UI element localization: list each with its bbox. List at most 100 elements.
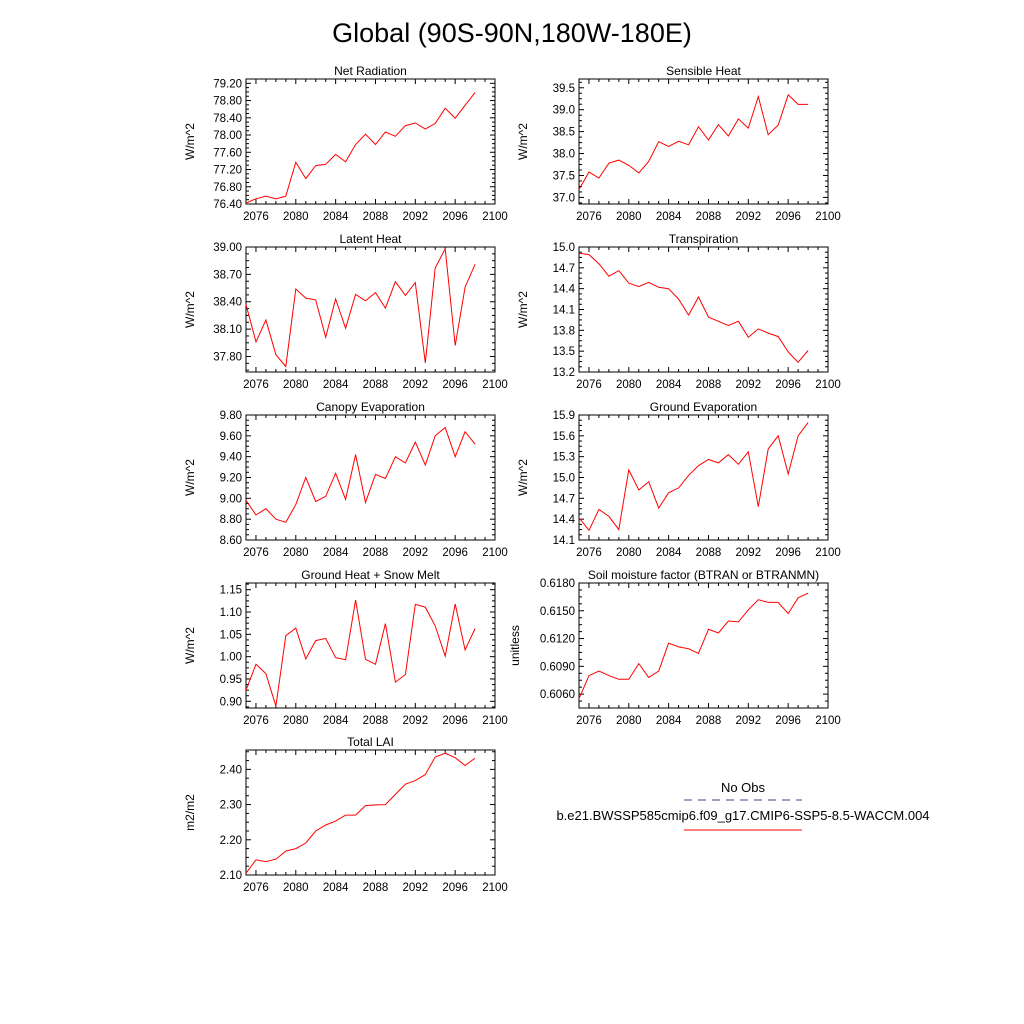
- y-tick-label: 2.10: [220, 870, 242, 882]
- chart-panel: Ground Heat + Snow Melt 2076 2080 2084 2088 2…: [183, 568, 508, 727]
- x-tick-label: 2076: [576, 547, 602, 559]
- x-tick-label: 2096: [442, 547, 468, 559]
- x-tick-label: 2096: [775, 211, 801, 223]
- y-tick-label: 0.6090: [540, 661, 575, 673]
- series-line: [245, 247, 476, 368]
- series-line: [245, 92, 476, 204]
- plot-frame: [245, 78, 496, 205]
- legend-obs-label: No Obs: [721, 780, 766, 795]
- series-line: [578, 422, 809, 532]
- y-axis-label: W/m^2: [183, 123, 197, 160]
- panel-title: Ground Heat + Snow Melt: [301, 568, 440, 582]
- x-tick-label: 2084: [323, 211, 349, 223]
- x-tick-label: 2084: [656, 715, 682, 727]
- y-tick-label: 77.20: [213, 165, 242, 177]
- x-tick-label: 2088: [363, 715, 389, 727]
- x-tick-label: 2076: [243, 715, 269, 727]
- y-tick-label: 15.3: [553, 452, 575, 464]
- x-tick-label: 2100: [482, 211, 508, 223]
- y-tick-label: 77.60: [213, 147, 242, 159]
- series-line: [245, 599, 476, 707]
- y-tick-label: 15.6: [553, 431, 575, 443]
- x-tick-label: 2092: [403, 211, 429, 223]
- x-tick-label: 2088: [696, 547, 722, 559]
- chart-panel: Net Radiation 2076 2080 2084 2088 2092 2096 210…: [183, 64, 508, 223]
- chart-panel: Transpiration 2076 2080 2084 2088 2092 2096 210…: [516, 232, 841, 391]
- plot-frame: [245, 246, 496, 373]
- y-tick-label: 37.0: [553, 192, 575, 204]
- y-tick-label: 0.6180: [540, 578, 575, 590]
- y-tick-label: 76.40: [213, 199, 242, 211]
- series-line: [578, 93, 809, 190]
- y-tick-label: 78.80: [213, 96, 242, 108]
- x-tick-label: 2084: [323, 547, 349, 559]
- y-tick-label: 0.6150: [540, 606, 575, 618]
- series-line: [245, 752, 476, 874]
- y-tick-label: 78.40: [213, 113, 242, 125]
- chart-panel: Total LAI 2076 2080 2084 2088 2092 2096 2100 2.1…: [183, 735, 508, 894]
- x-tick-label: 2100: [815, 547, 841, 559]
- y-tick-label: 9.40: [220, 452, 242, 464]
- x-tick-label: 2092: [736, 379, 762, 391]
- y-tick-label: 1.00: [220, 652, 242, 664]
- x-tick-label: 2096: [775, 715, 801, 727]
- x-tick-label: 2080: [283, 882, 309, 894]
- x-tick-label: 2092: [403, 882, 429, 894]
- x-tick-label: 2100: [482, 379, 508, 391]
- y-tick-label: 14.7: [553, 493, 575, 505]
- y-tick-label: 0.6120: [540, 634, 575, 646]
- panel-title: Total LAI: [347, 735, 394, 749]
- y-tick-label: 9.80: [220, 410, 242, 422]
- x-tick-label: 2080: [283, 547, 309, 559]
- legend-model-label: b.e21.BWSSP585cmip6.f09_g17.CMIP6-SSP5-8…: [556, 808, 929, 823]
- y-tick-label: 8.60: [220, 535, 242, 547]
- x-tick-label: 2076: [243, 882, 269, 894]
- y-tick-label: 13.5: [553, 346, 575, 358]
- panel-title: Transpiration: [669, 232, 739, 246]
- x-tick-label: 2100: [815, 379, 841, 391]
- y-axis-label: W/m^2: [516, 459, 530, 496]
- x-tick-label: 2080: [283, 379, 309, 391]
- x-tick-label: 2092: [403, 715, 429, 727]
- x-tick-label: 2080: [616, 547, 642, 559]
- series-line: [245, 426, 476, 523]
- chart-panel: Sensible Heat 2076 2080 2084 2088 2092 2096 210…: [516, 64, 841, 223]
- y-tick-label: 14.4: [553, 284, 576, 296]
- chart-panel: Soil moisture factor (BTRAN or BTRANMN) 2…: [508, 568, 841, 727]
- x-tick-label: 2092: [403, 379, 429, 391]
- series-line: [578, 252, 809, 364]
- x-tick-label: 2088: [363, 211, 389, 223]
- x-tick-label: 2080: [616, 379, 642, 391]
- y-tick-label: 9.20: [220, 473, 242, 485]
- x-tick-label: 2076: [243, 379, 269, 391]
- x-tick-label: 2088: [363, 547, 389, 559]
- y-tick-label: 14.4: [553, 514, 576, 526]
- x-tick-label: 2100: [815, 211, 841, 223]
- x-tick-label: 2092: [736, 715, 762, 727]
- x-tick-label: 2092: [736, 211, 762, 223]
- x-tick-label: 2088: [363, 379, 389, 391]
- x-tick-label: 2100: [482, 715, 508, 727]
- panel-title: Canopy Evaporation: [316, 400, 425, 414]
- plot-frame: [245, 582, 496, 709]
- x-tick-label: 2092: [736, 547, 762, 559]
- plot-frame: [245, 749, 496, 876]
- x-tick-label: 2084: [323, 715, 349, 727]
- x-tick-label: 2076: [576, 211, 602, 223]
- y-tick-label: 9.60: [220, 431, 242, 443]
- x-tick-label: 2084: [323, 379, 349, 391]
- y-tick-label: 38.10: [213, 324, 242, 336]
- figure-title: Global (90S-90N,180W-180E): [332, 18, 692, 48]
- plot-frame: [578, 582, 829, 709]
- y-axis-label: W/m^2: [516, 291, 530, 328]
- x-tick-label: 2076: [243, 547, 269, 559]
- y-axis-label: W/m^2: [183, 627, 197, 664]
- y-tick-label: 15.0: [553, 473, 575, 485]
- x-tick-label: 2080: [283, 211, 309, 223]
- y-axis-label: W/m^2: [183, 291, 197, 328]
- y-axis-label: W/m^2: [183, 459, 197, 496]
- x-tick-label: 2080: [616, 715, 642, 727]
- x-tick-label: 2096: [775, 547, 801, 559]
- y-tick-label: 8.80: [220, 514, 242, 526]
